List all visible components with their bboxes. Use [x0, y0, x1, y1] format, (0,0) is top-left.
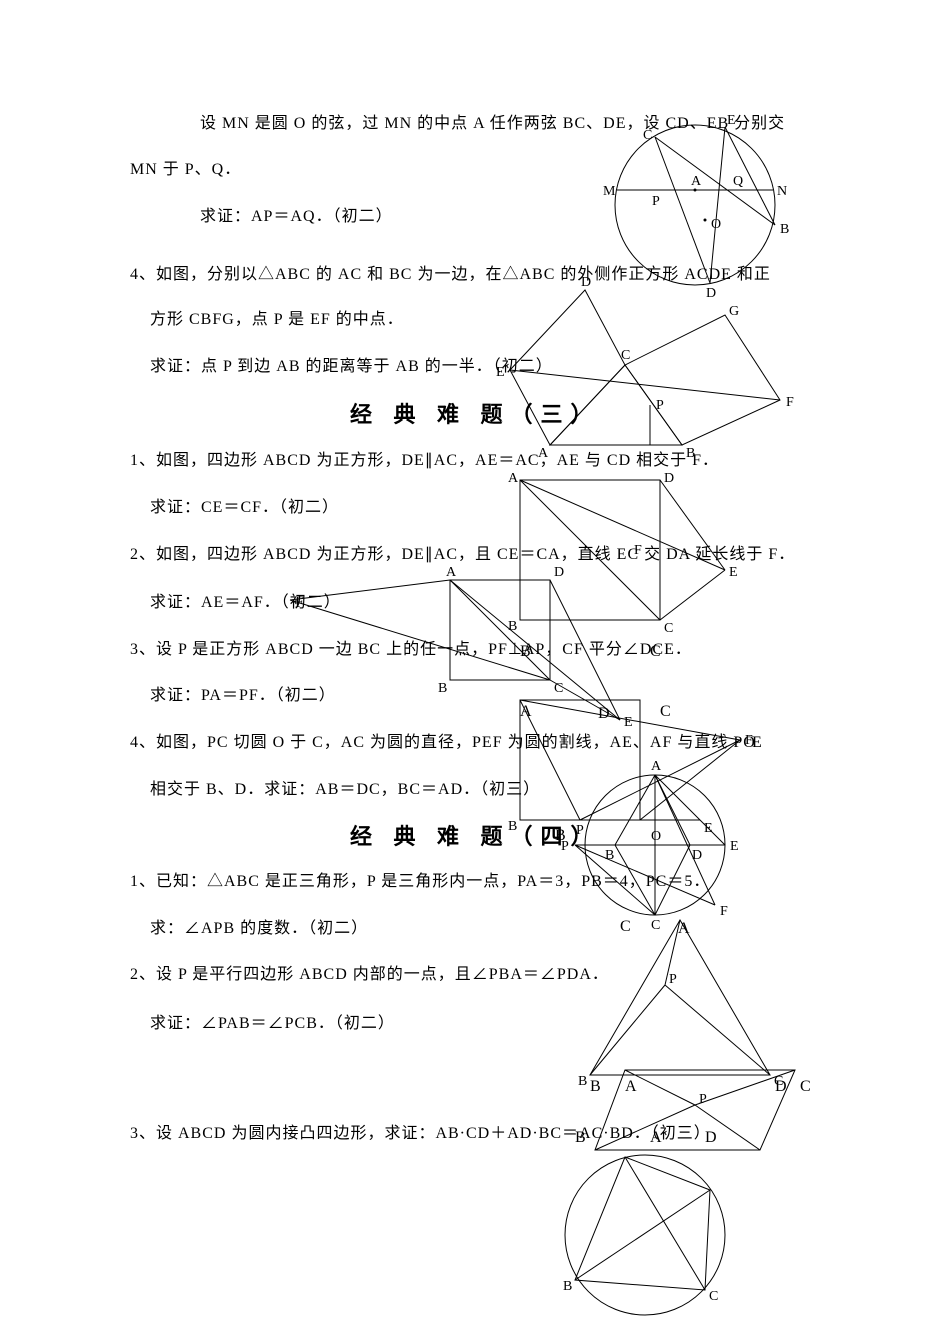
svg-text:C: C: [664, 621, 673, 636]
svg-text:P: P: [652, 194, 660, 209]
svg-text:B: B: [578, 1074, 587, 1089]
svg-text:B: B: [438, 681, 447, 696]
svg-text:O: O: [651, 829, 661, 844]
svg-text:A: A: [508, 471, 519, 486]
svg-text:B: B: [563, 1279, 572, 1294]
text-line: 2、设 P 是平行四边形 ABCD 内部的一点，且∠PBA＝∠PDA．: [130, 963, 609, 987]
svg-text:F: F: [720, 904, 728, 919]
svg-text:A: A: [691, 174, 702, 189]
svg-text:E: E: [496, 365, 505, 380]
svg-text:N: N: [777, 184, 787, 199]
svg-text:P: P: [699, 1092, 707, 1107]
svg-text:E: E: [727, 113, 736, 128]
text-line: MN 于 P、Q．: [130, 158, 241, 182]
svg-text:F: F: [634, 543, 642, 558]
svg-text:C: C: [643, 128, 652, 143]
svg-text:P: P: [561, 839, 569, 854]
svg-text:C: C: [621, 348, 630, 363]
text-line: 方形 CBFG，点 P 是 EF 的中点．: [130, 308, 404, 332]
svg-text:D: D: [554, 565, 564, 580]
svg-text:B: B: [686, 446, 695, 461]
text-line: 相交于 B、D．求证：AB＝DC，BC＝AD．（初三）: [130, 778, 540, 802]
svg-text:E: E: [729, 565, 738, 580]
figure-cyclic-quad: BC: [555, 1145, 745, 1330]
text-line: 求证：AP＝AQ．（初二）: [180, 205, 393, 229]
svg-text:D: D: [581, 275, 591, 290]
svg-text:P: P: [656, 398, 664, 413]
svg-text:A: A: [538, 446, 549, 461]
svg-text:G: G: [729, 304, 739, 319]
svg-text:P: P: [669, 972, 677, 987]
text-line: 求：∠APB 的度数．（初二）: [130, 917, 368, 941]
figure-equilateral: PBC: [590, 920, 790, 1090]
figure-two-squares: ABCDEGFP: [510, 290, 810, 470]
svg-text:Q: Q: [733, 174, 743, 189]
text-line: 求证：点 P 到边 AB 的距离等于 AB 的一半．（初二）: [130, 355, 553, 379]
text-line: 求证：∠PAB＝∠PCB．（初二）: [130, 1012, 395, 1036]
text-line: 求证：CE＝CF．（初二）: [130, 496, 339, 520]
svg-text:M: M: [603, 184, 616, 199]
svg-text:E: E: [730, 839, 739, 854]
page: 设 MN 是圆 O 的弦，过 MN 的中点 A 任作两弦 BC、DE，设 CD、…: [0, 0, 945, 1337]
text-label: C: [650, 640, 662, 664]
figure-circle-chords: MNACEBDPQO: [605, 115, 805, 295]
svg-text:A: A: [446, 565, 457, 580]
svg-text:D: D: [692, 848, 702, 863]
svg-text:O: O: [711, 217, 721, 232]
svg-text:B: B: [508, 819, 517, 834]
svg-text:D: D: [664, 471, 674, 486]
svg-text:B: B: [780, 222, 789, 237]
svg-text:C: C: [709, 1289, 718, 1304]
svg-text:F: F: [786, 395, 794, 410]
svg-text:A: A: [651, 759, 662, 774]
svg-text:B: B: [605, 848, 614, 863]
figure-circle-tangent: APOBDEFC: [525, 740, 755, 940]
svg-text:C: C: [554, 681, 563, 696]
